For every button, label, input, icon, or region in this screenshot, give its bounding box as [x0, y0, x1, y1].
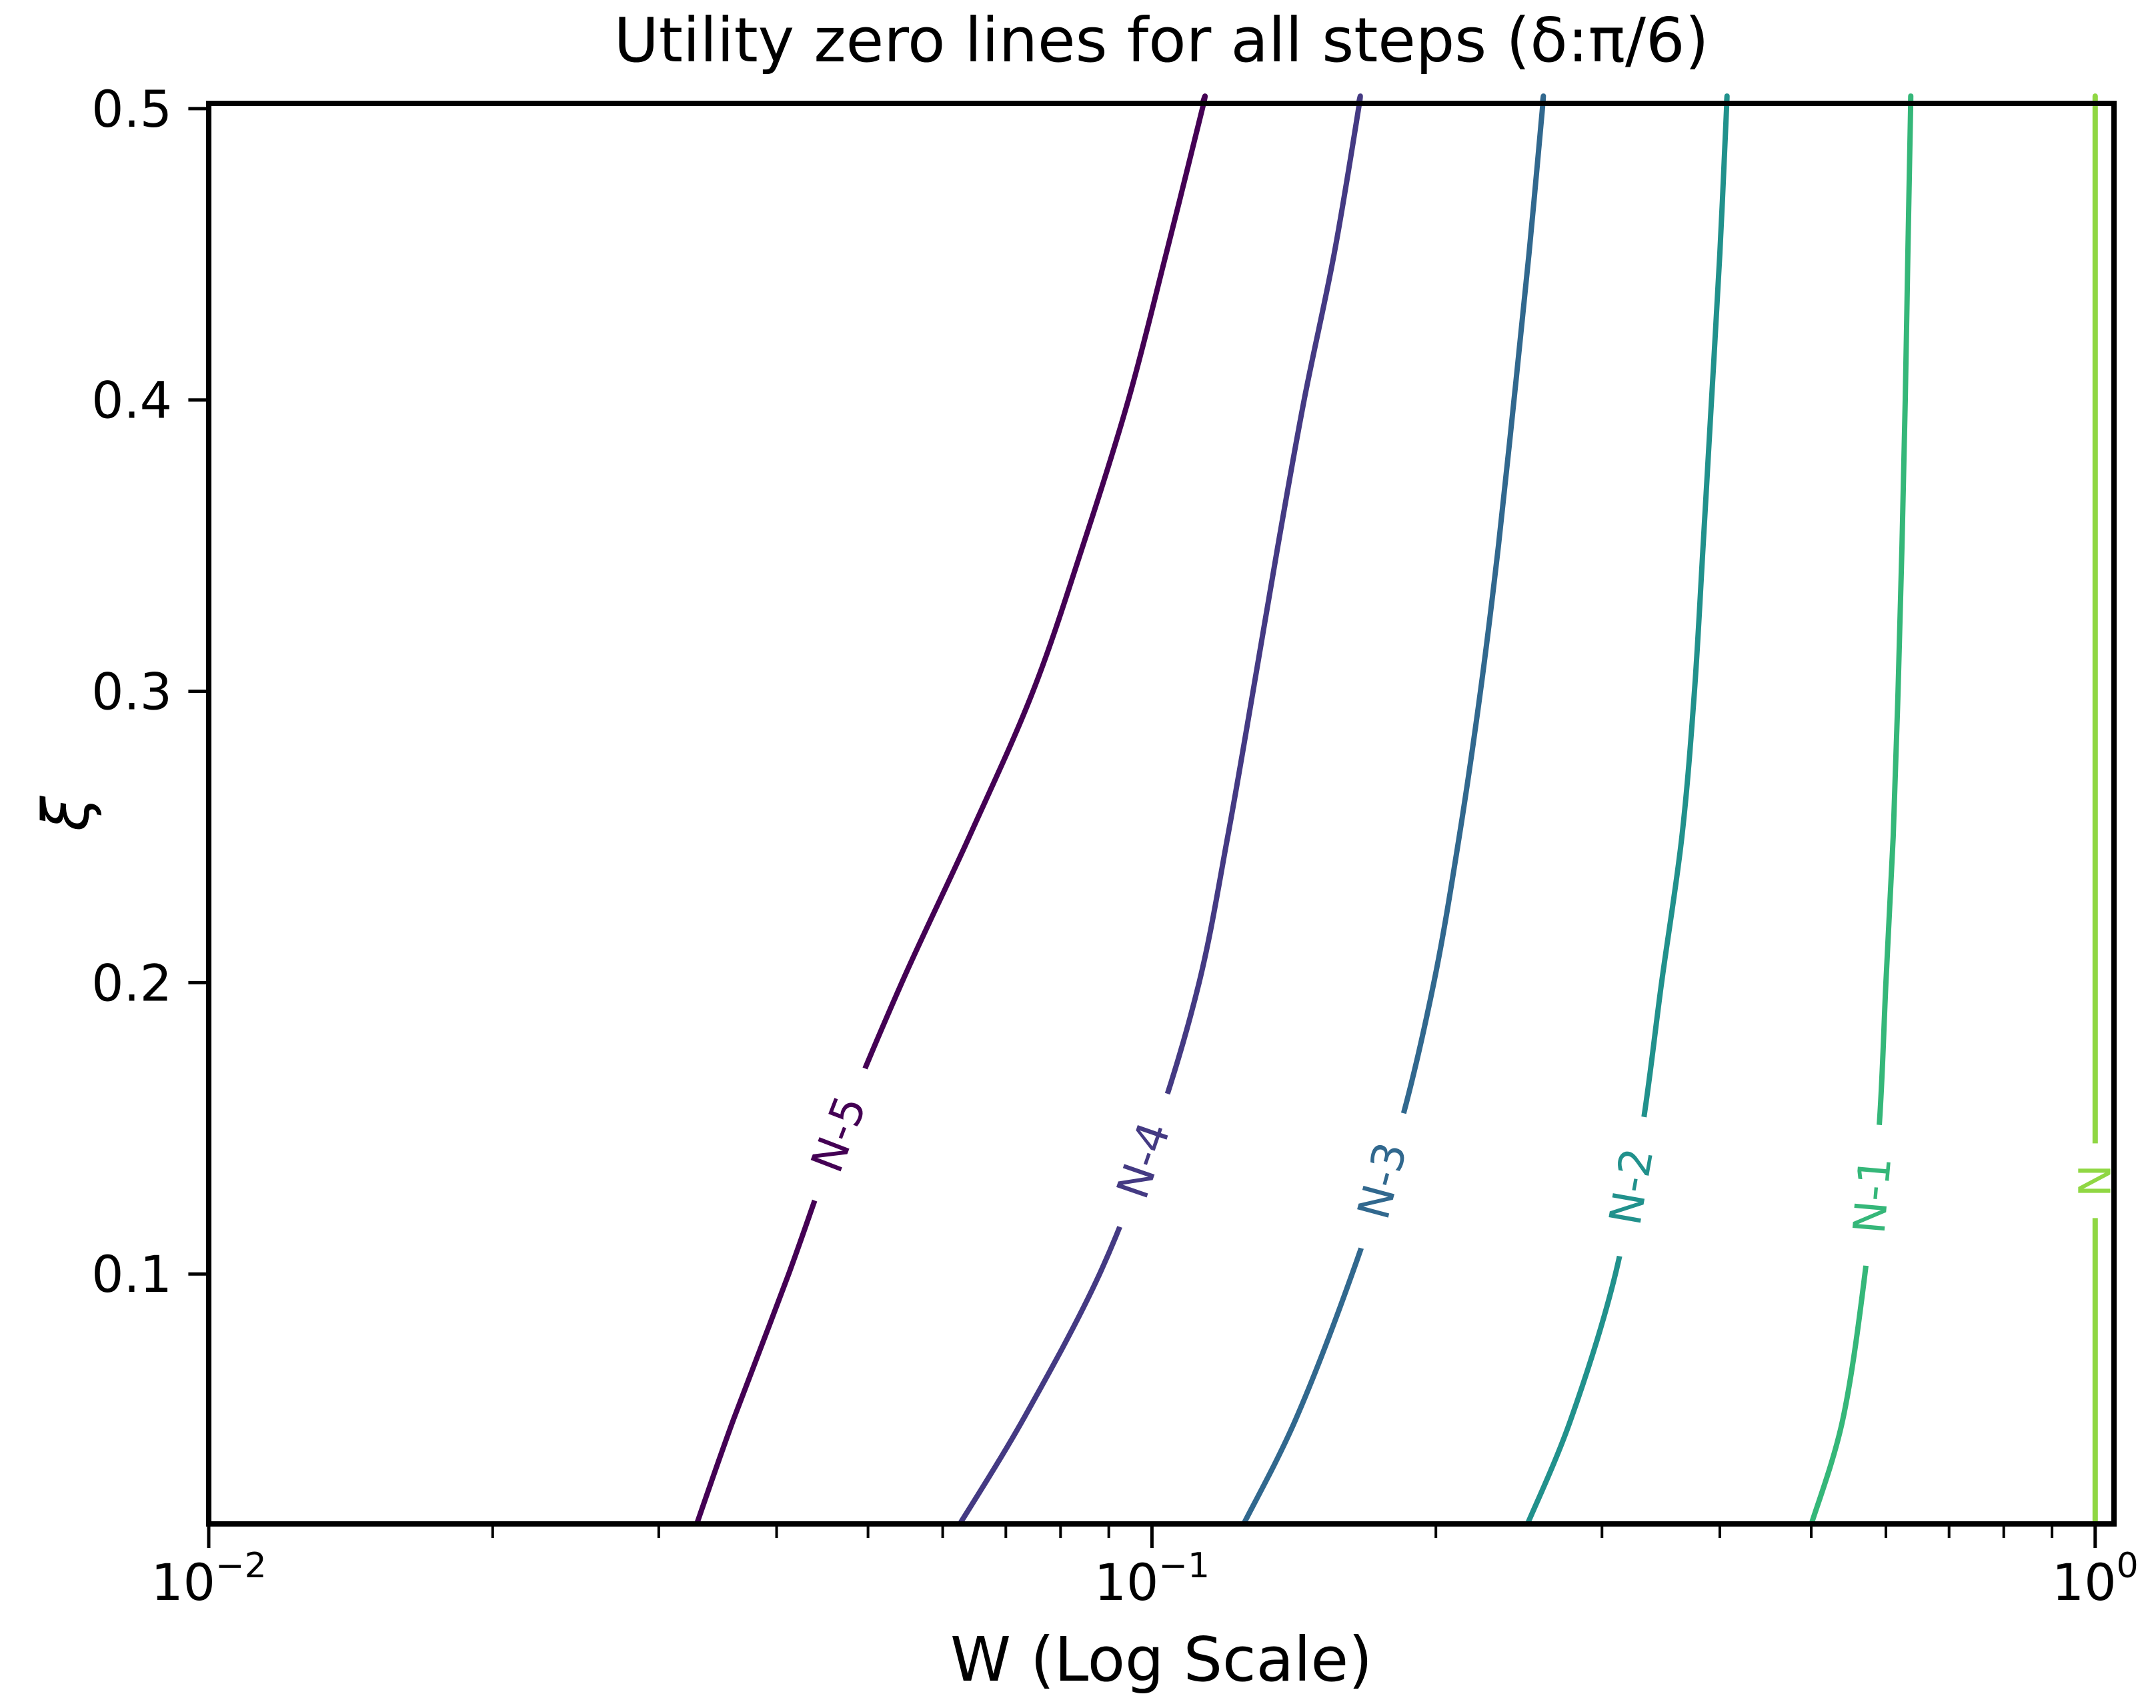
- contour-line-N-1: [1809, 93, 1914, 1526]
- contour-label-N-1: N-1: [1844, 1155, 1902, 1236]
- contour-line-N-4: [957, 93, 1363, 1526]
- contour-label-gap-N-1: [1833, 1122, 1912, 1269]
- x-tick-label: 10−1: [1094, 1546, 1210, 1612]
- y-tick-label: 0.2: [91, 953, 172, 1012]
- contour-label-group-N-1: N-1: [1833, 1122, 1912, 1269]
- chart-title: Utility zero lines for all steps (δ:π/6): [614, 5, 1709, 76]
- contour-label-gap-N-2: [1586, 1111, 1677, 1262]
- contour-label-group-N: N: [2061, 1143, 2129, 1218]
- contour-label-gap-N-4: [1089, 1082, 1198, 1238]
- y-tick-label: 0.5: [91, 79, 172, 139]
- y-axis-label: ξ: [30, 795, 103, 832]
- plot-area: [209, 103, 2114, 1524]
- contour-label-group-N-2: N-2: [1586, 1111, 1677, 1262]
- contour-label-gap-N-5: [782, 1056, 896, 1212]
- x-tick-label: 10−2: [151, 1546, 266, 1612]
- y-tick-label: 0.1: [91, 1244, 172, 1304]
- axes-spines: [206, 101, 2117, 1527]
- contour-line-N-3: [1240, 93, 1546, 1526]
- contour-label-group-N-3: N-3: [1332, 1104, 1433, 1258]
- contour-label-gap-N-3: [1332, 1104, 1433, 1258]
- y-tick-label: 0.4: [91, 371, 172, 430]
- contour-label-group-N-4: N-4: [1089, 1082, 1198, 1238]
- x-tick-label: 100: [2052, 1546, 2139, 1612]
- x-axis-label: W (Log Scale): [950, 1624, 1372, 1695]
- y-tick-label: 0.3: [91, 662, 172, 722]
- contour-line-N-2: [1524, 93, 1730, 1526]
- contour-line-N-5: [694, 93, 1208, 1526]
